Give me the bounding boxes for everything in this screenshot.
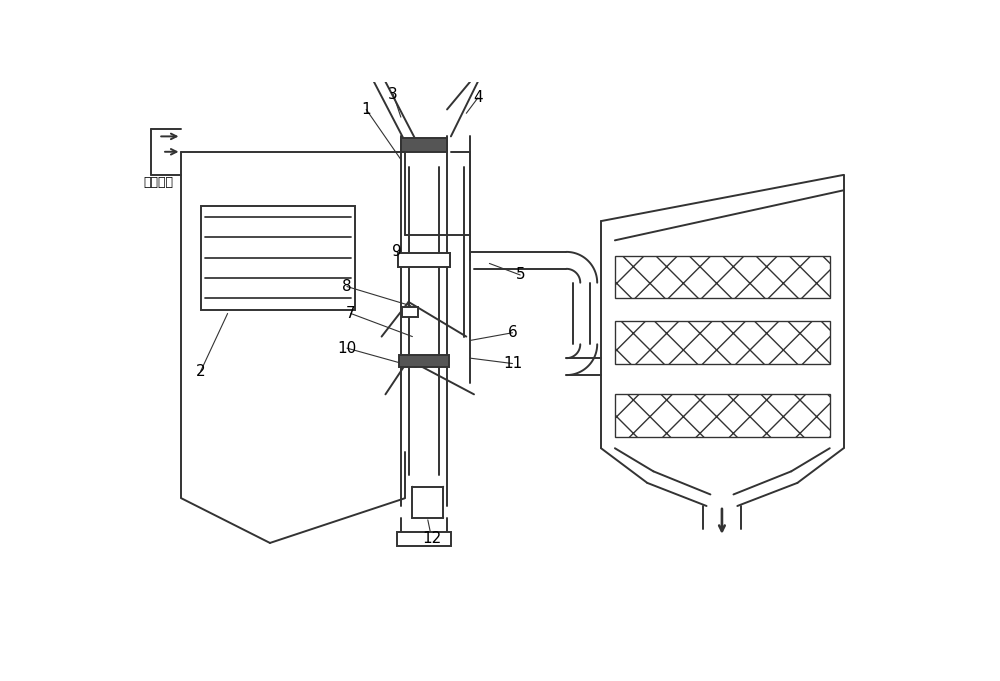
Text: 锅炉烟气: 锅炉烟气 bbox=[143, 176, 173, 189]
Bar bbox=[615, 256, 830, 298]
Text: 12: 12 bbox=[422, 530, 441, 546]
Text: 3: 3 bbox=[388, 86, 398, 101]
Bar bbox=[615, 321, 830, 364]
Bar bbox=[615, 394, 830, 437]
Text: 6: 6 bbox=[508, 326, 517, 340]
Text: 1: 1 bbox=[361, 102, 371, 117]
Text: 9: 9 bbox=[392, 244, 402, 259]
Bar bbox=[412, 487, 443, 518]
Text: 5: 5 bbox=[515, 268, 525, 283]
Bar bbox=[201, 206, 355, 310]
Text: 4: 4 bbox=[473, 91, 483, 106]
Text: 8: 8 bbox=[342, 279, 352, 294]
Text: 10: 10 bbox=[337, 340, 357, 355]
Bar bbox=[397, 532, 451, 546]
Text: 11: 11 bbox=[503, 356, 522, 371]
Text: 7: 7 bbox=[346, 306, 356, 321]
Bar bbox=[399, 355, 449, 367]
Text: 2: 2 bbox=[196, 364, 205, 379]
Bar bbox=[402, 306, 418, 317]
Bar bbox=[398, 253, 450, 267]
Bar bbox=[401, 138, 447, 152]
